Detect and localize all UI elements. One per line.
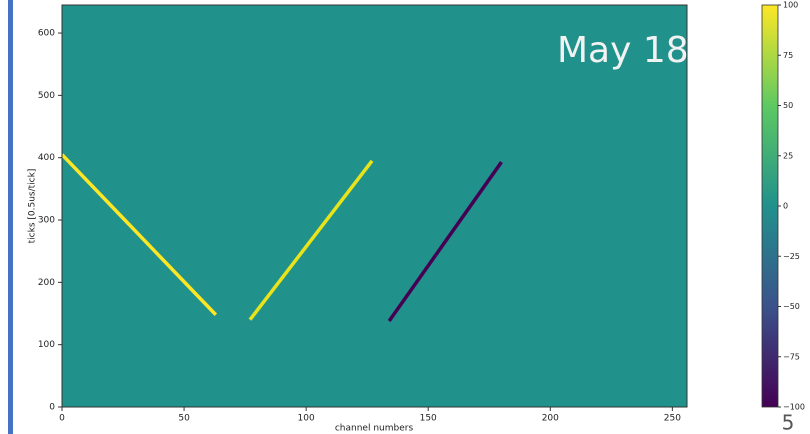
colorbar <box>761 4 779 408</box>
colorbar-tick-label: 100 <box>783 1 798 10</box>
x-tick-label: 150 <box>420 414 437 424</box>
track <box>60 153 218 316</box>
colorbar-tick-label: 25 <box>783 151 793 160</box>
y-tick-label: 200 <box>38 278 55 288</box>
colorbar-tick-label: −100 <box>783 403 805 412</box>
y-tick-label: 100 <box>38 340 55 350</box>
y-tick-label: 500 <box>38 91 55 101</box>
colorbar-tick-label: 0 <box>783 202 788 211</box>
y-tick-label: 600 <box>38 29 55 39</box>
track <box>248 159 374 321</box>
y-tick-label: 300 <box>38 216 55 226</box>
y-tick-label: 0 <box>49 403 55 413</box>
colorbar-tick-label: 50 <box>783 101 793 110</box>
colorbar-tick-label: −25 <box>783 252 800 261</box>
y-axis-label: ticks [0.5us/tick] <box>28 169 38 244</box>
annotation: May 18 <box>557 30 689 71</box>
x-tick-label: 200 <box>542 414 559 424</box>
slide-border <box>8 0 13 434</box>
x-tick-label: 100 <box>298 414 315 424</box>
x-tick-label: 0 <box>59 414 65 424</box>
page-number: 5 <box>782 411 795 434</box>
plot-background <box>62 5 687 407</box>
y-tick-label: 400 <box>38 153 55 163</box>
track <box>387 161 503 323</box>
colorbar-tick-label: −50 <box>783 302 800 311</box>
x-tick-label: 50 <box>178 414 190 424</box>
plot-frame <box>61 4 688 408</box>
x-axis-label: channel numbers <box>335 424 414 434</box>
colorbar-tick-label: −75 <box>783 352 800 361</box>
x-tick-label: 250 <box>664 414 681 424</box>
colorbar-tick-label: 75 <box>783 51 793 60</box>
